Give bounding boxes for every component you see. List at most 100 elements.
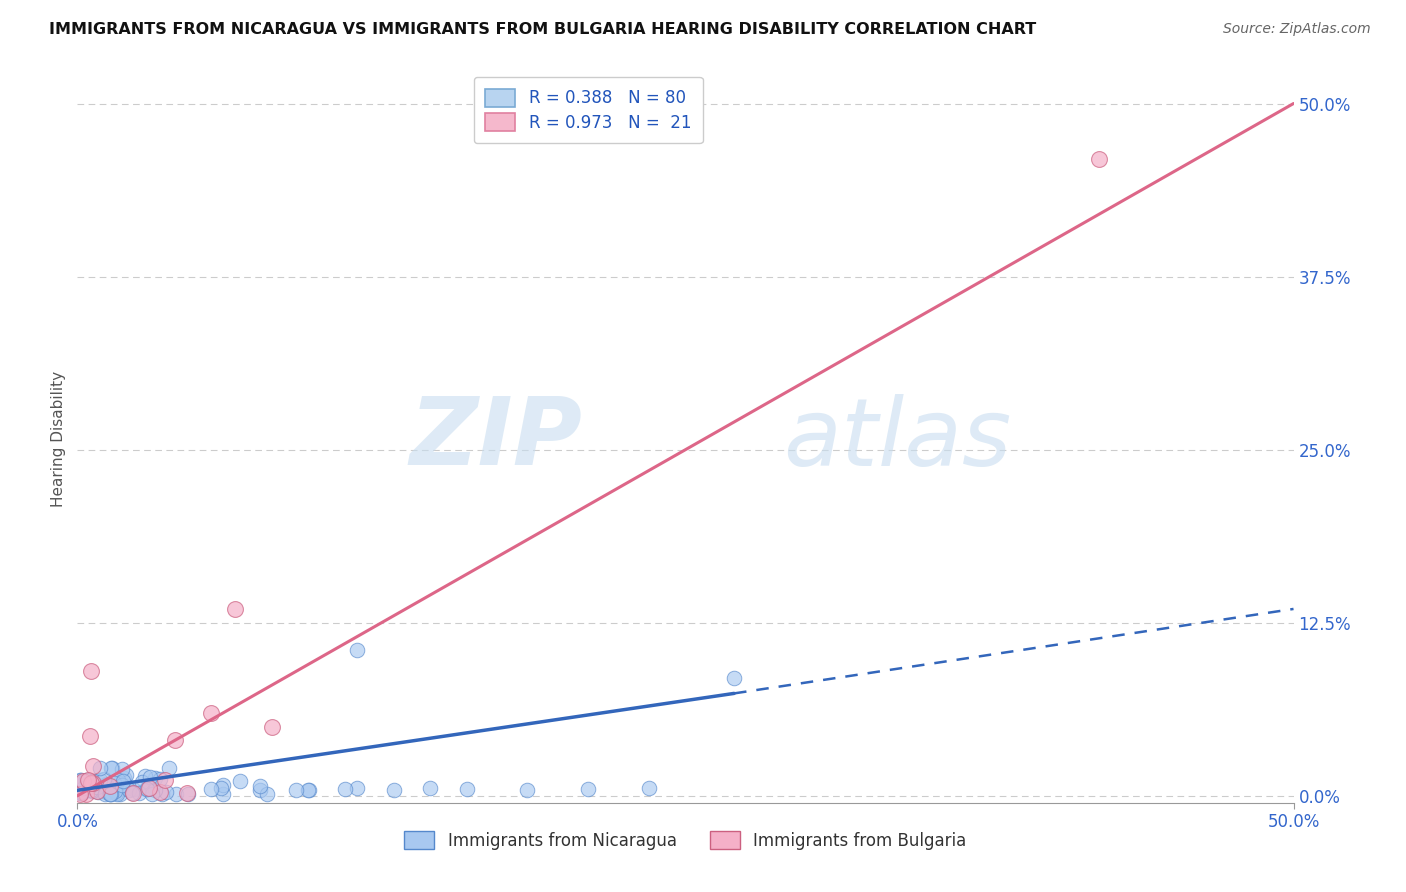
Point [150,788,173,802]
Point [285,783,308,797]
Point [165,788,187,802]
Point [96,785,118,799]
Point [114,768,136,782]
Point [249,783,271,797]
Point [145,771,167,785]
Point [82,759,104,773]
Point [200,781,222,796]
Point [82,775,104,789]
Point [111,774,134,789]
Point [131,775,153,789]
Point [69,786,91,800]
Point [176,787,198,801]
Text: atlas: atlas [783,393,1011,485]
Point [346,643,368,657]
Point [139,770,162,784]
Point [143,782,166,797]
Point [79,780,101,794]
Point [229,774,252,789]
Point [70,785,93,799]
Point [112,771,135,785]
Text: ZIP: ZIP [409,393,582,485]
Point [93,772,115,787]
Point [122,781,145,796]
Y-axis label: Hearing Disability: Hearing Disability [51,371,66,508]
Point [224,602,246,616]
Point [69,773,91,788]
Point [80,665,103,679]
Point [105,788,128,802]
Point [86,784,108,798]
Point [118,783,141,797]
Point [104,783,127,797]
Point [111,779,134,793]
Text: IMMIGRANTS FROM NICARAGUA VS IMMIGRANTS FROM BULGARIA HEARING DISABILITY CORRELA: IMMIGRANTS FROM NICARAGUA VS IMMIGRANTS … [49,22,1036,37]
Point [80,782,103,797]
Point [94,788,117,802]
Point [75,788,97,802]
Point [456,781,478,796]
Point [200,706,222,720]
Point [103,783,125,797]
Point [260,720,283,734]
Point [100,779,122,793]
Point [297,783,319,797]
Point [80,783,103,797]
Point [121,786,143,800]
Point [76,772,98,787]
Point [135,782,157,797]
Legend: Immigrants from Nicaragua, Immigrants from Bulgaria: Immigrants from Nicaragua, Immigrants fr… [398,824,973,856]
Point [121,786,143,800]
Point [516,783,538,797]
Point [98,788,121,802]
Point [576,781,599,796]
Point [1088,152,1111,166]
Point [298,782,321,797]
Point [177,788,200,802]
Point [209,781,232,796]
Point [82,774,104,789]
Point [157,761,180,775]
Point [89,761,111,775]
Point [98,788,121,802]
Point [155,784,177,798]
Point [94,779,117,793]
Point [87,785,110,799]
Point [136,781,159,796]
Point [128,786,150,800]
Point [108,776,131,790]
Point [70,785,93,799]
Point [419,780,441,795]
Point [256,788,278,802]
Point [138,781,160,796]
Point [70,786,93,800]
Point [89,772,111,787]
Point [108,788,131,802]
Text: Source: ZipAtlas.com: Source: ZipAtlas.com [1223,22,1371,37]
Point [249,779,271,793]
Point [69,788,91,802]
Point [212,778,235,792]
Point [80,776,103,790]
Point [72,780,94,795]
Point [100,761,122,775]
Point [163,733,186,747]
Point [100,788,122,802]
Point [148,772,170,786]
Point [103,776,125,790]
Point [134,769,156,783]
Point [79,729,101,743]
Point [346,780,368,795]
Point [149,785,172,799]
Point [69,773,91,788]
Point [72,774,94,789]
Point [212,787,235,801]
Point [141,787,163,801]
Point [101,761,124,775]
Point [638,780,661,795]
Point [94,777,117,791]
Point [333,781,356,796]
Point [86,780,108,794]
Point [75,773,97,788]
Point [111,762,134,776]
